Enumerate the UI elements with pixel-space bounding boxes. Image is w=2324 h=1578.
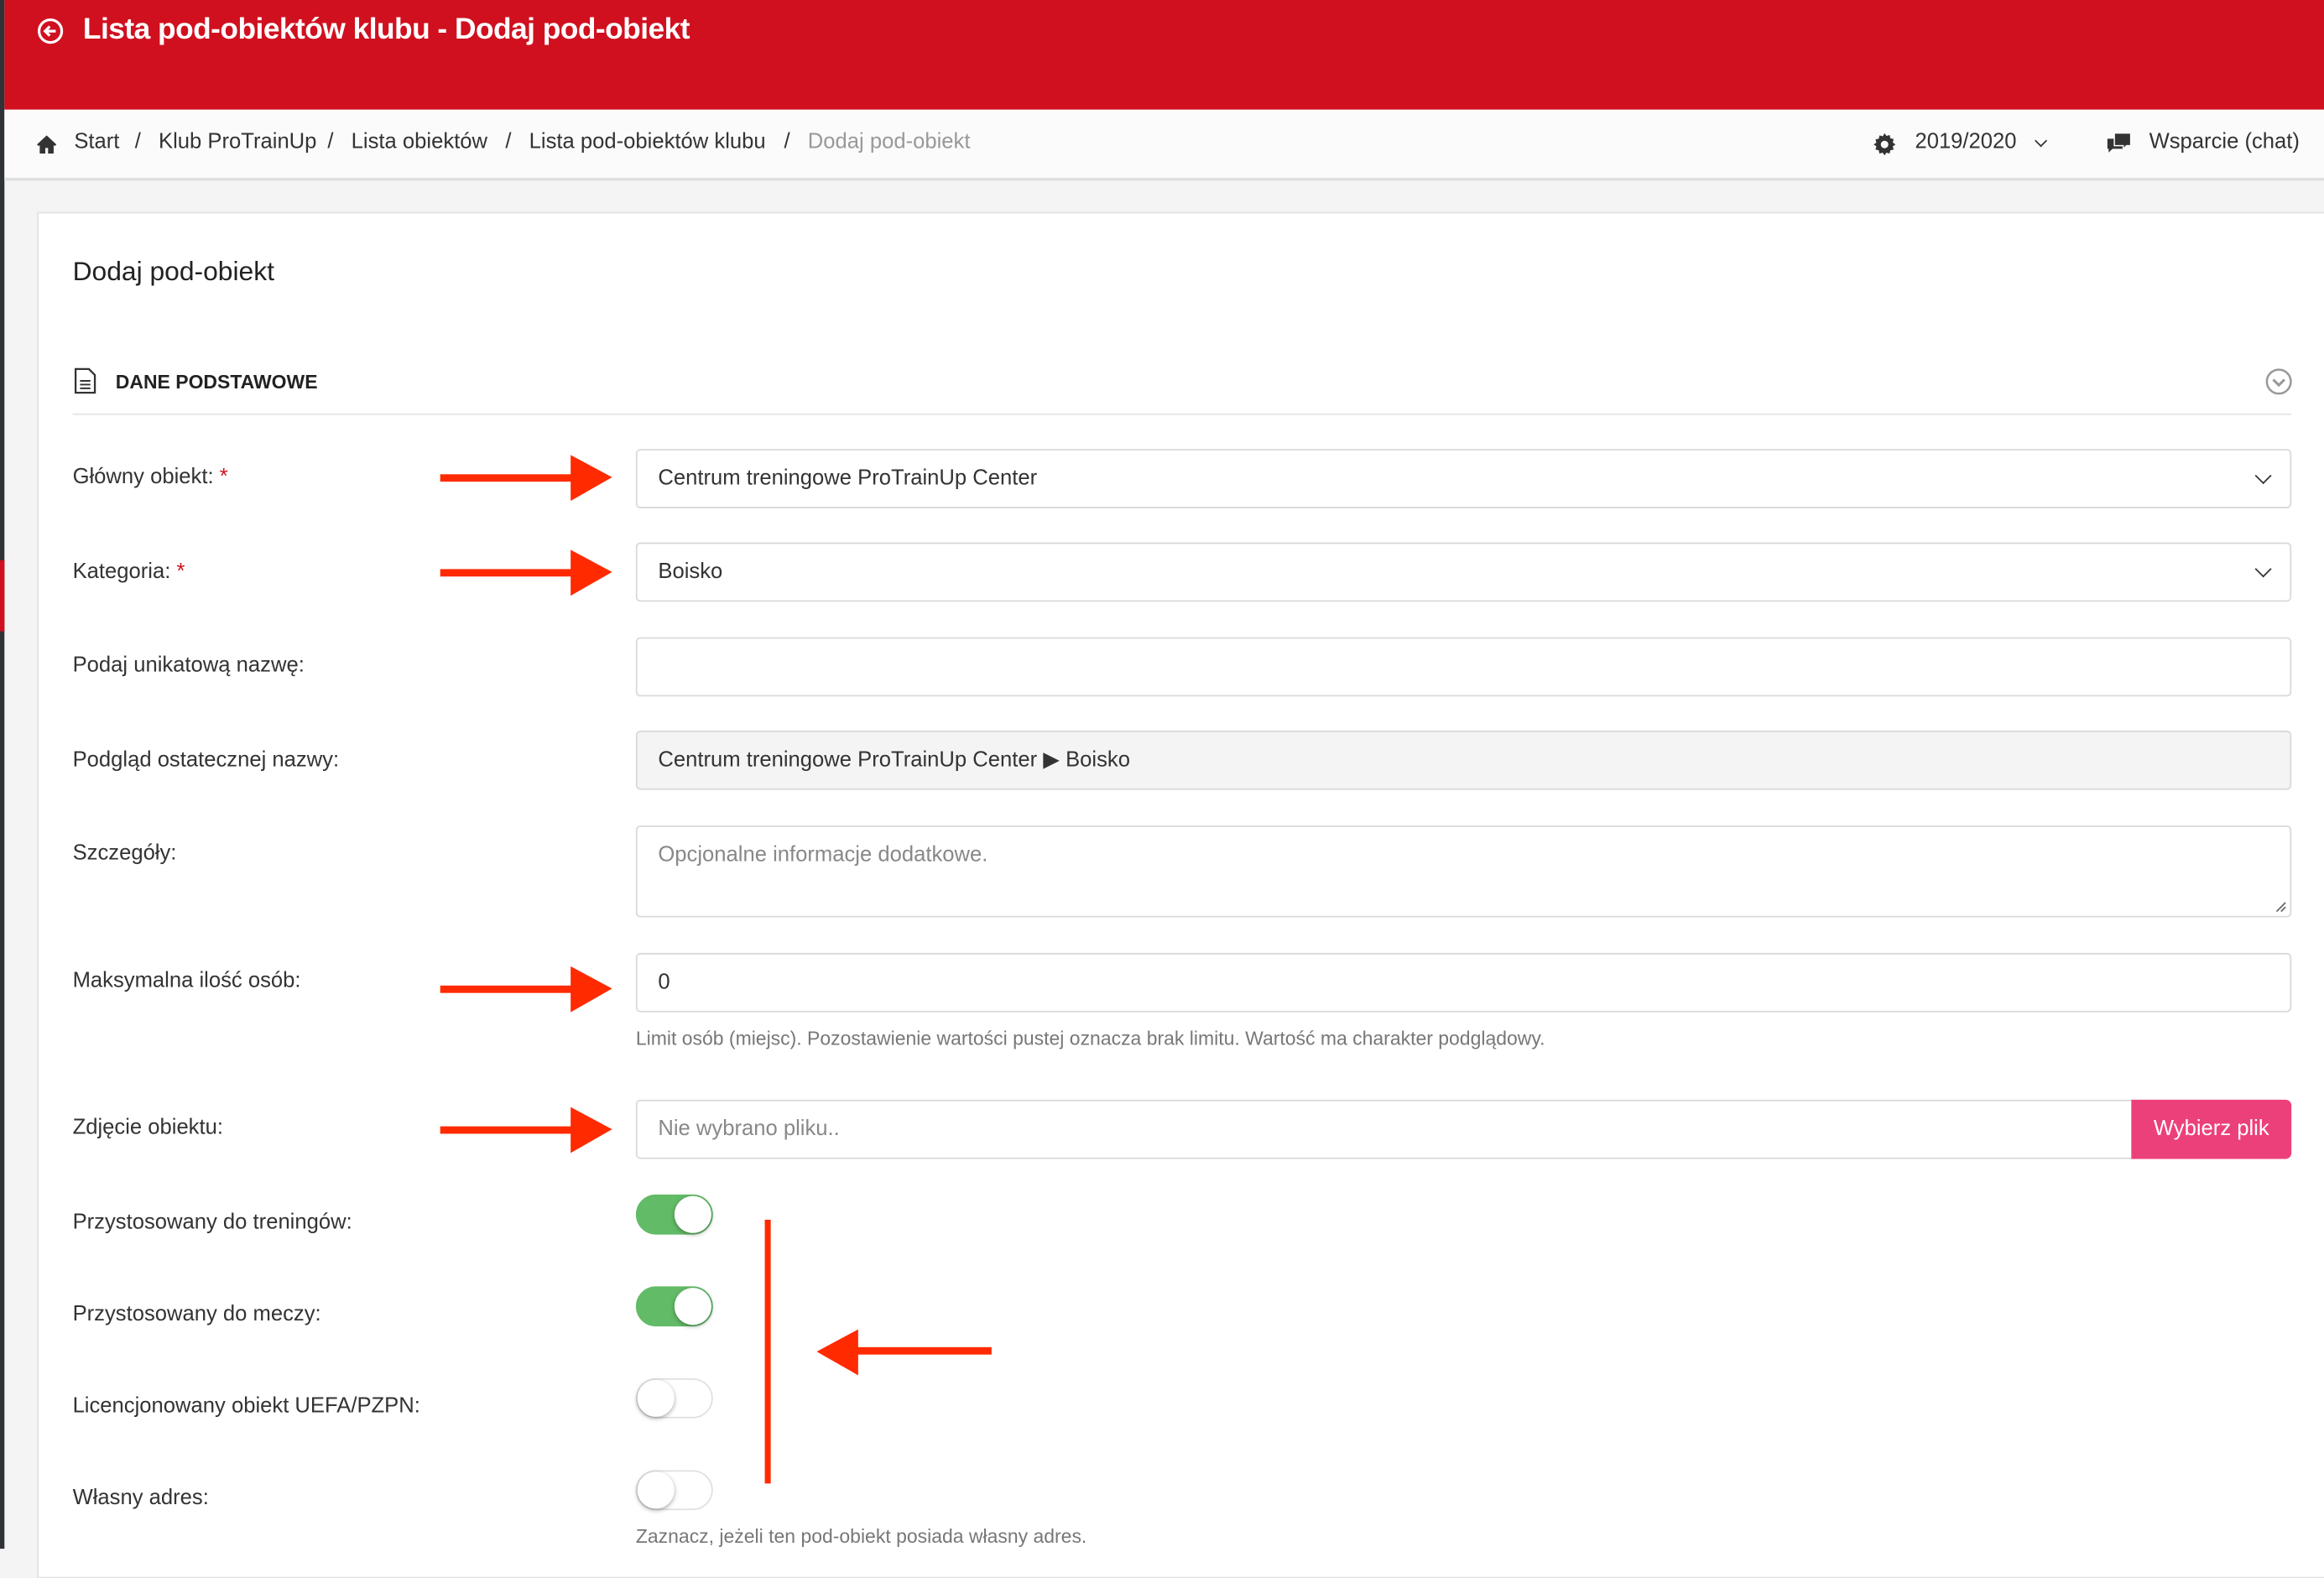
training-toggle[interactable] (635, 1194, 713, 1235)
matches-toggle[interactable] (635, 1286, 713, 1327)
chevron-down-icon (2254, 467, 2272, 485)
max-people-label: Maksymalna ilość osób: (72, 969, 301, 993)
gear-icon[interactable] (1872, 132, 1897, 157)
breadcrumb-separator: / (784, 130, 790, 154)
unique-name-input[interactable] (635, 637, 2292, 697)
breadcrumb-separator: / (505, 130, 512, 154)
main-object-select[interactable]: Centrum treningowe ProTrainUp Center (635, 449, 2292, 508)
back-arrow-circle-icon[interactable] (37, 18, 64, 44)
breadcrumb-start[interactable]: Start (74, 130, 120, 154)
toggle-knob (637, 1471, 675, 1509)
left-sidebar-edge (0, 0, 5, 1549)
breadcrumb-separator: / (134, 130, 141, 154)
category-label: Kategoria: * (72, 560, 185, 585)
main-object-label: Główny obiekt: * (72, 465, 228, 489)
photo-label: Zdjęcie obiektu: (72, 1116, 223, 1140)
breadcrumb-separator: / (327, 130, 334, 154)
sidebar-active-indicator (0, 560, 5, 632)
details-textarea[interactable]: Opcjonalne informacje dodatkowe. (635, 825, 2292, 918)
choose-file-button[interactable]: Wybierz plik (2131, 1099, 2292, 1159)
toggle-knob (674, 1288, 711, 1325)
page-title: Lista pod-obiektów klubu - Dodaj pod-obi… (82, 13, 690, 46)
breadcrumb-objects[interactable]: Lista obiektów (351, 130, 488, 154)
uefa-licensed-toggle[interactable] (635, 1377, 713, 1419)
toggle-knob (674, 1195, 711, 1233)
home-icon[interactable] (35, 133, 57, 154)
own-address-toggle[interactable] (635, 1470, 713, 1511)
unique-name-label: Podaj unikatową nazwę: (72, 654, 305, 678)
chevron-down-icon (2254, 560, 2272, 578)
category-select[interactable]: Boisko (635, 542, 2292, 602)
resize-handle-icon[interactable] (2275, 901, 2287, 913)
own-address-toggle-label: Własny adres: (72, 1486, 209, 1511)
section-divider (72, 413, 2292, 415)
details-label: Szczegóły: (72, 841, 177, 866)
support-chat-link[interactable]: Wsparcie (chat) (2149, 130, 2300, 154)
page-header (4, 0, 2324, 110)
season-selector[interactable]: 2019/2020 (1915, 130, 2017, 154)
training-toggle-label: Przystosowany do treningów: (72, 1211, 352, 1235)
breadcrumb-current: Dodaj pod-obiekt (807, 130, 971, 154)
document-icon (74, 367, 96, 394)
max-people-help: Limit osób (miejsc). Pozostawienie warto… (635, 1027, 1545, 1049)
breadcrumb-bar (4, 109, 2324, 181)
uefa-toggle-label: Licencjonowany obiekt UEFA/PZPN: (72, 1394, 420, 1419)
photo-file-input[interactable]: Nie wybrano pliku.. (635, 1099, 2134, 1159)
max-people-input[interactable]: 0 (635, 952, 2292, 1013)
breadcrumb-club[interactable]: Klub ProTrainUp (159, 130, 317, 154)
matches-toggle-label: Przystosowany do meczy: (72, 1302, 321, 1327)
card-title: Dodaj pod-obiekt (72, 256, 274, 286)
preview-name-field: Centrum treningowe ProTrainUp Center ▶ B… (635, 730, 2292, 790)
section-title: DANE PODSTAWOWE (115, 370, 318, 393)
preview-label: Podgląd ostatecznej nazwy: (72, 748, 340, 773)
chat-icon[interactable] (2106, 132, 2131, 155)
collapse-chevron-circle-icon[interactable] (2264, 367, 2293, 396)
breadcrumb-subobjects[interactable]: Lista pod-obiektów klubu (529, 130, 766, 154)
toggle-knob (637, 1379, 675, 1417)
own-address-help: Zaznacz, jeżeli ten pod-obiekt posiada w… (635, 1524, 1087, 1548)
